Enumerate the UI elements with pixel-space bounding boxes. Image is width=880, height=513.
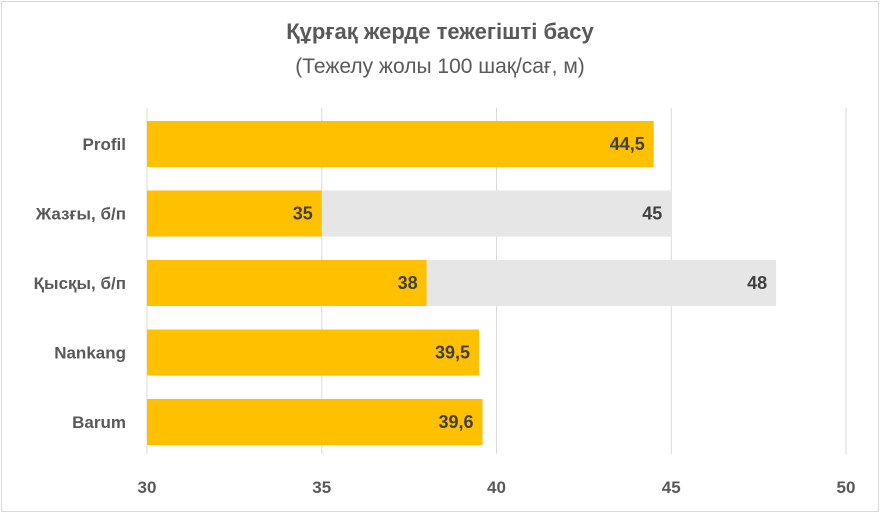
chart-title: Құрғақ жерде тежегішті басу	[286, 19, 594, 44]
category-label-4: Barum	[72, 413, 126, 432]
x-tick-label-30: 30	[138, 478, 157, 497]
category-label-3: Nankang	[54, 344, 126, 363]
bar-3	[147, 329, 480, 376]
data-label-2: 38	[398, 273, 418, 293]
bar-1	[147, 190, 322, 237]
category-label-2: Қысқы, б/п	[34, 274, 126, 293]
data-label-secondary-1: 45	[642, 204, 662, 224]
chart-subtitle: (Тежелу жолы 100 шақ/сағ, м)	[295, 55, 585, 78]
category-label-1: Жазғы, б/п	[35, 205, 126, 224]
data-label-secondary-2: 48	[747, 273, 767, 293]
category-label-0: Profil	[83, 135, 126, 154]
x-tick-label-50: 50	[837, 478, 856, 497]
data-label-1: 35	[293, 204, 313, 224]
bar-4	[147, 399, 483, 445]
data-label-0: 44,5	[610, 134, 645, 154]
x-tick-label-40: 40	[487, 478, 506, 497]
bar-0	[147, 121, 654, 167]
x-tick-label-35: 35	[312, 478, 331, 497]
bar-secondary-2	[426, 260, 777, 306]
data-label-4: 39,6	[438, 412, 473, 432]
chart-header: Құрғақ жерде тежегішті басу (Тежелу жолы…	[0, 18, 880, 82]
bar-secondary-1	[321, 190, 672, 237]
x-tick-label-45: 45	[662, 478, 681, 497]
bar-2	[147, 260, 427, 306]
data-label-3: 39,5	[435, 343, 470, 363]
